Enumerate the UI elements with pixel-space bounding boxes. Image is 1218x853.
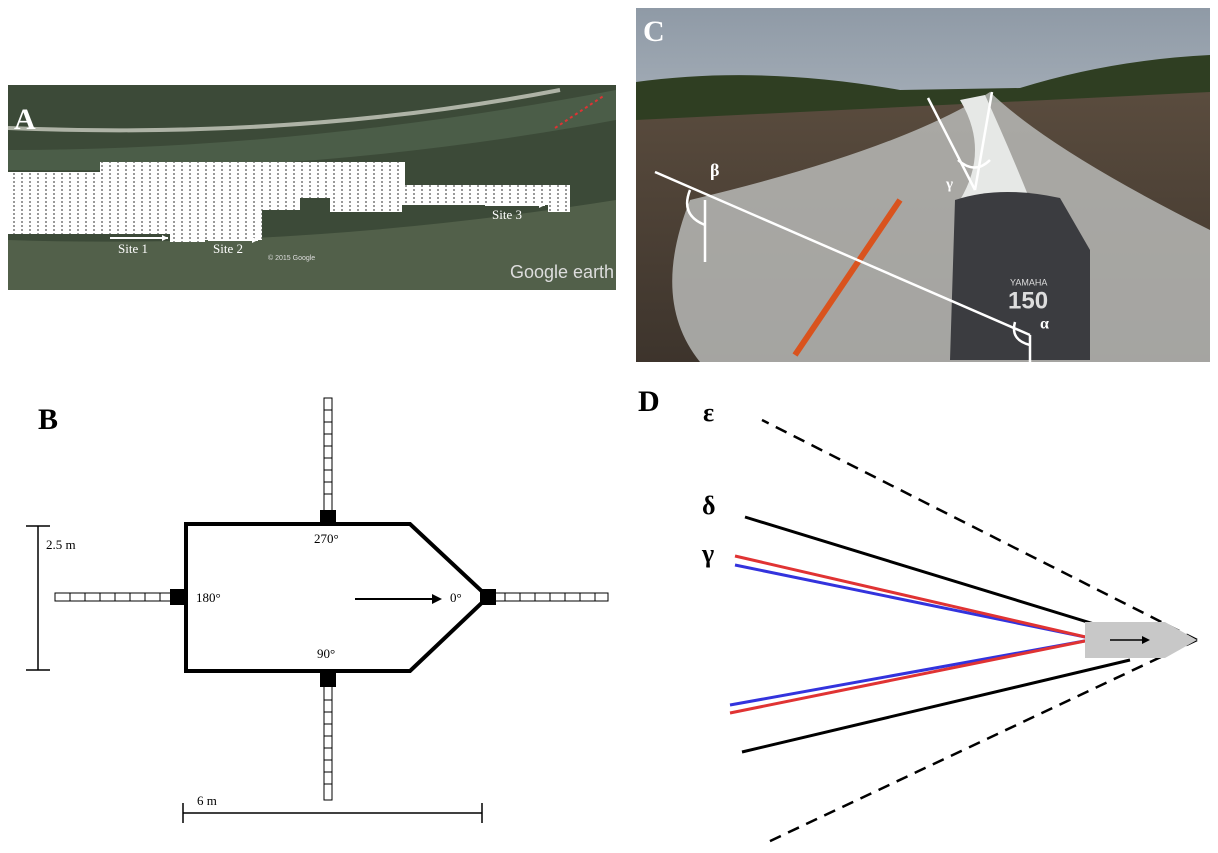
line-label: γ	[701, 539, 714, 568]
angle-arc	[685, 159, 1031, 347]
site-label: Site 3	[492, 207, 522, 222]
panel-label: A	[14, 103, 36, 136]
site-arrow	[110, 204, 545, 241]
river	[8, 90, 616, 171]
angle-label: 90°	[317, 646, 335, 661]
marker	[554, 94, 606, 129]
road	[7, 88, 561, 133]
panel-c: YAMAHA 150 β γ α C	[636, 8, 1210, 362]
angle-label: 0°	[450, 590, 462, 605]
panel-label: C	[643, 15, 665, 48]
engine	[950, 191, 1090, 360]
pole	[792, 198, 903, 357]
scale-label: 2.5 m	[46, 537, 76, 552]
site-label: Site 2	[213, 241, 243, 256]
engine-brand: YAMAHA	[1010, 277, 1047, 287]
panel-b: B 270° 180° 0° 90° 2.5 m 6 m	[26, 397, 609, 823]
angle-label: β	[710, 160, 719, 180]
panel-d: D ε δ γ	[638, 385, 1198, 844]
panel-label: B	[38, 403, 58, 436]
panel-label: D	[638, 385, 660, 418]
arrow-head	[432, 594, 442, 604]
copyright: © 2015 Google	[268, 254, 315, 262]
survey-track	[175, 236, 201, 242]
angle-label: 180°	[196, 590, 221, 605]
sensor	[480, 589, 496, 605]
engine-model: 150	[1008, 287, 1048, 314]
arrow-head	[1142, 636, 1150, 644]
wake-line	[729, 563, 1091, 707]
angle-label: 270°	[314, 531, 339, 546]
field	[8, 200, 616, 290]
angle-label: γ	[945, 176, 953, 192]
wake-line	[729, 554, 1091, 715]
survey-track	[8, 162, 570, 242]
sensor	[170, 589, 186, 605]
angle-line	[654, 91, 1032, 362]
wake-line	[741, 515, 1131, 754]
line-label: ε	[703, 398, 714, 427]
sensor	[320, 671, 336, 687]
panel-a: Site 1 Site 2 Site 3 © 2015 Google Googl…	[7, 85, 616, 290]
ruler-ticks	[69, 409, 596, 785]
scale-label: 6 m	[197, 793, 217, 808]
wake-line	[761, 418, 1198, 844]
line-label: δ	[702, 491, 716, 520]
boat-outline	[184, 522, 491, 673]
sensor	[320, 510, 336, 526]
site-label: Site 1	[118, 241, 148, 256]
angle-label: α	[1040, 316, 1049, 333]
watermark: Google earth	[510, 262, 614, 282]
scale-bar	[26, 525, 483, 823]
